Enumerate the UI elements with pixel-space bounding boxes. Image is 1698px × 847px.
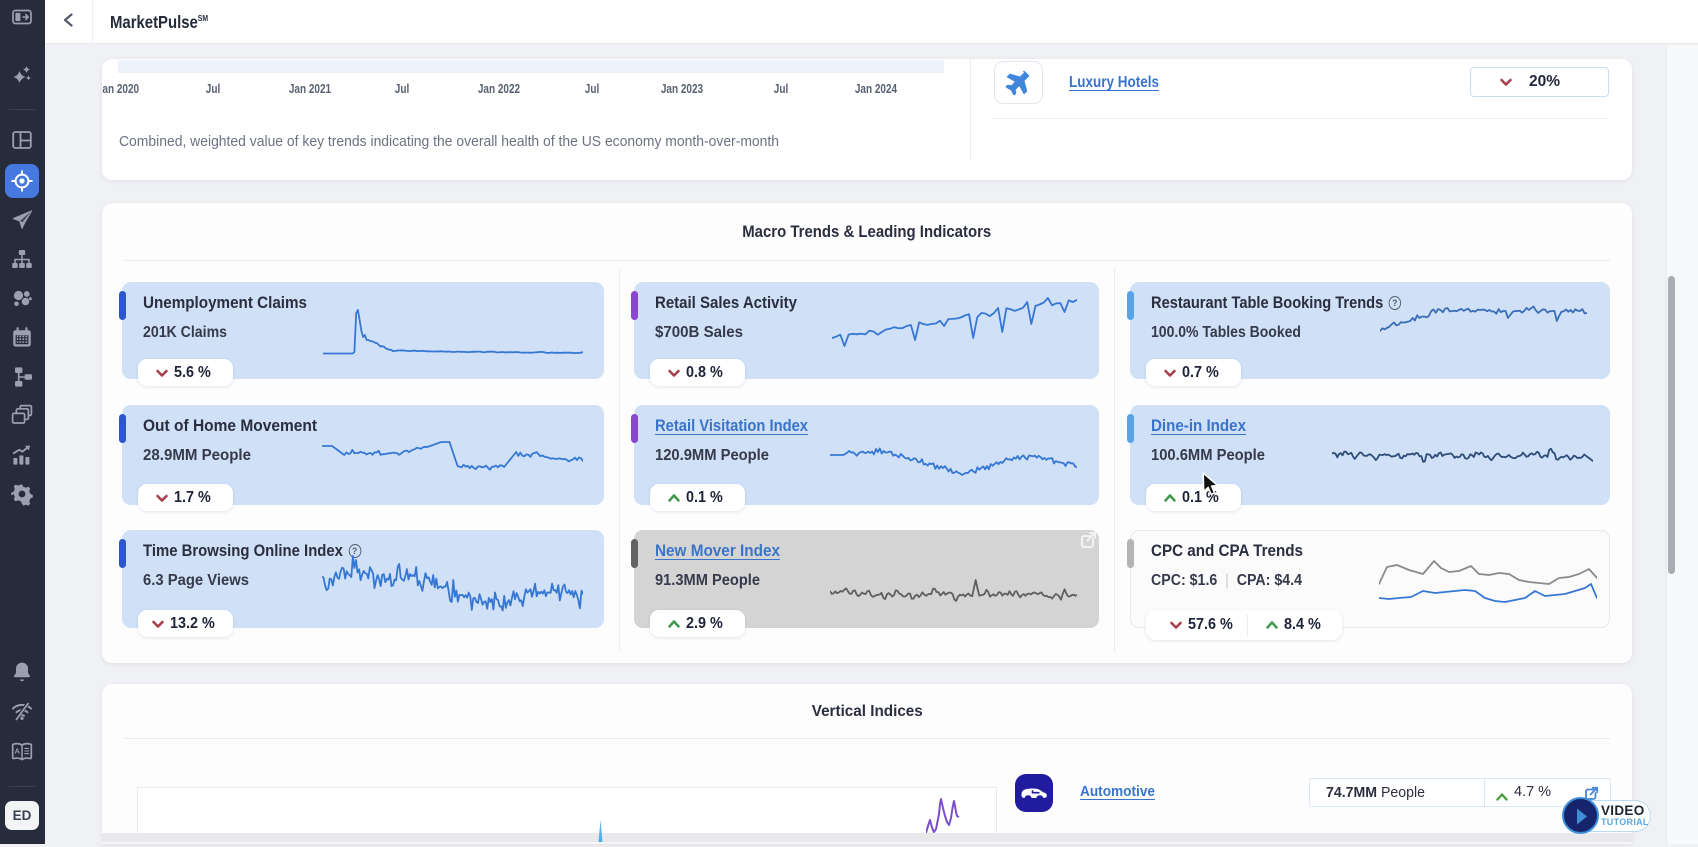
svg-text:A: A [14,746,20,755]
